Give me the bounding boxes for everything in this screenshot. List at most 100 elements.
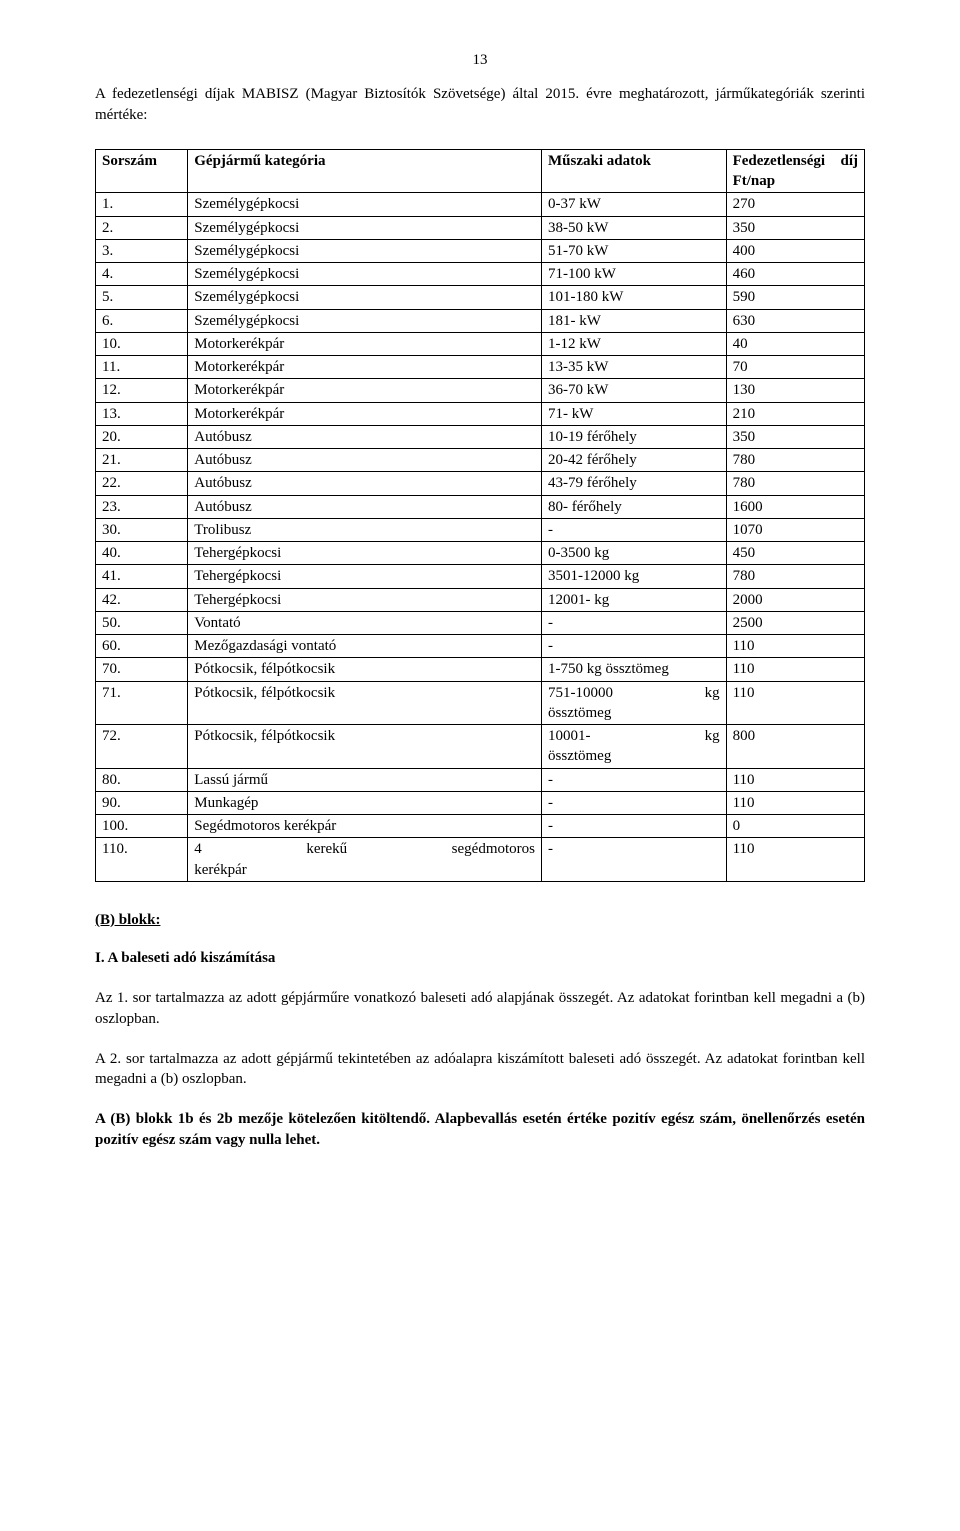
cell-dij: 110 <box>726 838 864 882</box>
th-dij-w3: Ft/nap <box>733 171 858 191</box>
cell-muszaki: 101-180 kW <box>542 286 727 309</box>
cell-kategoria: Autóbusz <box>188 472 542 495</box>
cell-sorszam: 11. <box>96 356 188 379</box>
table-row: 12.Motorkerékpár36-70 kW130 <box>96 379 865 402</box>
cell-muszaki: - <box>542 611 727 634</box>
cell-dij: 1070 <box>726 518 864 541</box>
cell-muszaki: 71- kW <box>542 402 727 425</box>
cell-sorszam: 80. <box>96 768 188 791</box>
cell-dij: 110 <box>726 658 864 681</box>
cell-kategoria: Motorkerékpár <box>188 402 542 425</box>
cell-muszaki: - <box>542 635 727 658</box>
cell-muszaki: 1-12 kW <box>542 332 727 355</box>
cell-sorszam: 10. <box>96 332 188 355</box>
cell-muszaki: - <box>542 815 727 838</box>
fee-table: Sorszám Gépjármű kategória Műszaki adato… <box>95 149 865 882</box>
cell-kategoria: Motorkerékpár <box>188 379 542 402</box>
cell-sorszam: 1. <box>96 193 188 216</box>
table-row: 30.Trolibusz-1070 <box>96 518 865 541</box>
th-kategoria: Gépjármű kategória <box>188 149 542 193</box>
table-row: 110.4kerekűsegédmotoroskerékpár-110 <box>96 838 865 882</box>
cell-sorszam: 30. <box>96 518 188 541</box>
cell-dij: 800 <box>726 725 864 769</box>
cell-dij: 270 <box>726 193 864 216</box>
cell-dij: 110 <box>726 768 864 791</box>
table-row: 42.Tehergépkocsi12001- kg2000 <box>96 588 865 611</box>
cell-sorszam: 13. <box>96 402 188 425</box>
cell-muszaki: - <box>542 791 727 814</box>
cell-sorszam: 50. <box>96 611 188 634</box>
cell-sorszam: 41. <box>96 565 188 588</box>
cell-muszaki: 181- kW <box>542 309 727 332</box>
table-row: 22.Autóbusz43-79 férőhely780 <box>96 472 865 495</box>
cell-dij: 2000 <box>726 588 864 611</box>
table-row: 40.Tehergépkocsi0-3500 kg450 <box>96 542 865 565</box>
cell-sorszam: 5. <box>96 286 188 309</box>
th-sorszam: Sorszám <box>96 149 188 193</box>
cell-sorszam: 71. <box>96 681 188 725</box>
cell-kategoria: Személygépkocsi <box>188 193 542 216</box>
cell-dij: 350 <box>726 425 864 448</box>
cell-sorszam: 21. <box>96 449 188 472</box>
cell-dij: 40 <box>726 332 864 355</box>
table-row: 23.Autóbusz80- férőhely1600 <box>96 495 865 518</box>
cell-kategoria: Trolibusz <box>188 518 542 541</box>
cell-kategoria: Pótkocsik, félpótkocsik <box>188 725 542 769</box>
cell-sorszam: 42. <box>96 588 188 611</box>
cell-kategoria: Tehergépkocsi <box>188 565 542 588</box>
cell-dij: 780 <box>726 449 864 472</box>
table-row: 4.Személygépkocsi71-100 kW460 <box>96 263 865 286</box>
cell-dij: 780 <box>726 565 864 588</box>
cell-kategoria: Személygépkocsi <box>188 286 542 309</box>
cell-sorszam: 23. <box>96 495 188 518</box>
table-row: 5.Személygépkocsi101-180 kW590 <box>96 286 865 309</box>
cell-sorszam: 40. <box>96 542 188 565</box>
cell-sorszam: 6. <box>96 309 188 332</box>
table-row: 50.Vontató-2500 <box>96 611 865 634</box>
intro-paragraph: A fedezetlenségi díjak MABISZ (Magyar Bi… <box>95 84 865 125</box>
cell-muszaki: 13-35 kW <box>542 356 727 379</box>
cell-sorszam: 22. <box>96 472 188 495</box>
cell-sorszam: 110. <box>96 838 188 882</box>
cell-kategoria: Segédmotoros kerékpár <box>188 815 542 838</box>
table-row: 20.Autóbusz10-19 férőhely350 <box>96 425 865 448</box>
cell-kategoria: Tehergépkocsi <box>188 542 542 565</box>
cell-kategoria: Mezőgazdasági vontató <box>188 635 542 658</box>
section-i-title: I. A baleseti adó kiszámítása <box>95 948 865 968</box>
cell-muszaki: 80- férőhely <box>542 495 727 518</box>
cell-kategoria: Motorkerékpár <box>188 356 542 379</box>
th-dij-w1: Fedezetlenségi <box>733 151 825 171</box>
cell-kategoria: Autóbusz <box>188 495 542 518</box>
cell-muszaki: 751-10000kgössztömeg <box>542 681 727 725</box>
cell-kategoria: Autóbusz <box>188 449 542 472</box>
cell-muszaki: 3501-12000 kg <box>542 565 727 588</box>
cell-dij: 70 <box>726 356 864 379</box>
cell-kategoria: Személygépkocsi <box>188 309 542 332</box>
cell-dij: 1600 <box>726 495 864 518</box>
cell-muszaki: 10001-kgössztömeg <box>542 725 727 769</box>
cell-dij: 590 <box>726 286 864 309</box>
cell-sorszam: 60. <box>96 635 188 658</box>
table-row: 80.Lassú jármű-110 <box>96 768 865 791</box>
cell-muszaki: - <box>542 838 727 882</box>
cell-kategoria: Személygépkocsi <box>188 239 542 262</box>
table-row: 13.Motorkerékpár71- kW210 <box>96 402 865 425</box>
cell-kategoria: Tehergépkocsi <box>188 588 542 611</box>
th-dij-w2: díj <box>840 151 858 171</box>
paragraph-3: A (B) blokk 1b és 2b mezője kötelezően k… <box>95 1109 865 1150</box>
table-row: 6.Személygépkocsi181- kW630 <box>96 309 865 332</box>
cell-muszaki: 20-42 férőhely <box>542 449 727 472</box>
paragraph-2: A 2. sor tartalmazza az adott gépjármű t… <box>95 1049 865 1090</box>
cell-muszaki: 10-19 férőhely <box>542 425 727 448</box>
cell-dij: 110 <box>726 791 864 814</box>
cell-sorszam: 4. <box>96 263 188 286</box>
cell-muszaki: 43-79 férőhely <box>542 472 727 495</box>
cell-dij: 2500 <box>726 611 864 634</box>
cell-sorszam: 90. <box>96 791 188 814</box>
table-row: 11.Motorkerékpár13-35 kW70 <box>96 356 865 379</box>
cell-dij: 460 <box>726 263 864 286</box>
cell-muszaki: 38-50 kW <box>542 216 727 239</box>
cell-sorszam: 72. <box>96 725 188 769</box>
cell-sorszam: 3. <box>96 239 188 262</box>
table-row: 90.Munkagép-110 <box>96 791 865 814</box>
